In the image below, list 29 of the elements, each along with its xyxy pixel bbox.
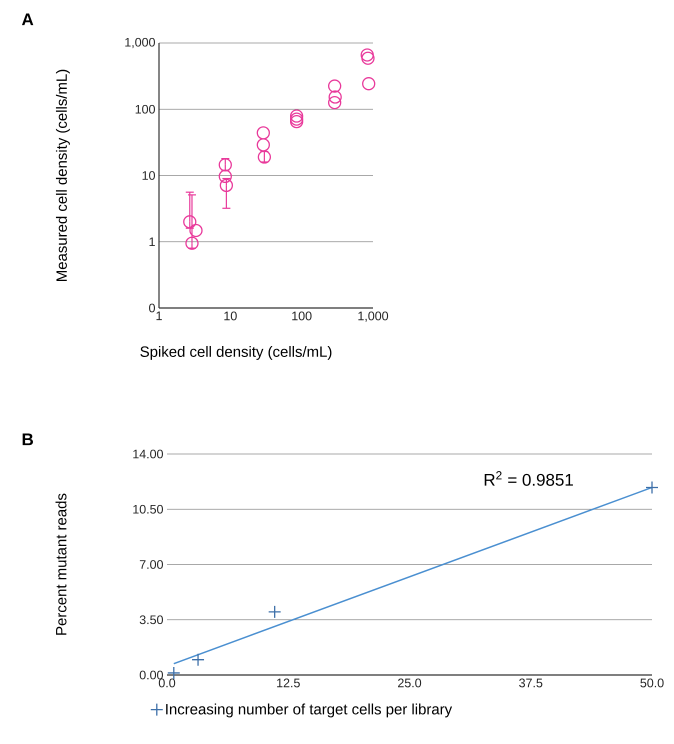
y-tick-label: 3.50 xyxy=(140,615,163,624)
x-tick-label: 100 xyxy=(292,312,312,320)
chart-title: A xyxy=(22,14,34,26)
y-tick-label: 0.00 xyxy=(140,670,163,680)
y-tick-label: 14.00 xyxy=(133,450,163,458)
x-tick-label: 10 xyxy=(224,312,237,320)
point xyxy=(268,605,282,619)
y-tick-label: 10.50 xyxy=(133,504,163,514)
x-tick-label: 25.0 xyxy=(398,678,422,688)
y-tick-label: 1 xyxy=(150,237,155,246)
y-axis-title: Percent mutant reads xyxy=(56,494,66,635)
point xyxy=(167,666,180,680)
annotation: R$^{2}$ = 0.9851 xyxy=(484,471,573,486)
y-tick-label: 0 xyxy=(149,304,155,312)
y-tick-label: 7.00 xyxy=(140,560,163,569)
legend-label: Increasing number of target cells per library xyxy=(166,704,452,718)
point xyxy=(191,653,205,666)
y-tick-label: 1,000 xyxy=(125,38,155,48)
y-axis-title: Measured cell density (cells/mL) xyxy=(56,70,70,282)
y-tick-label: 10 xyxy=(142,171,155,180)
text: B xyxy=(22,434,33,446)
x-tick-label: 37.5 xyxy=(519,678,542,688)
y-tick-label: 100 xyxy=(136,104,155,114)
x-tick-label: 50.0 xyxy=(640,678,664,688)
x-tick-label: 0.0 xyxy=(158,678,176,688)
x-tick-label: 12.5 xyxy=(277,678,300,688)
x-axis-title: Spiked cell density (cells/mL) xyxy=(140,346,332,360)
point xyxy=(645,480,659,494)
x-tick-label: 1,000 xyxy=(358,312,388,322)
